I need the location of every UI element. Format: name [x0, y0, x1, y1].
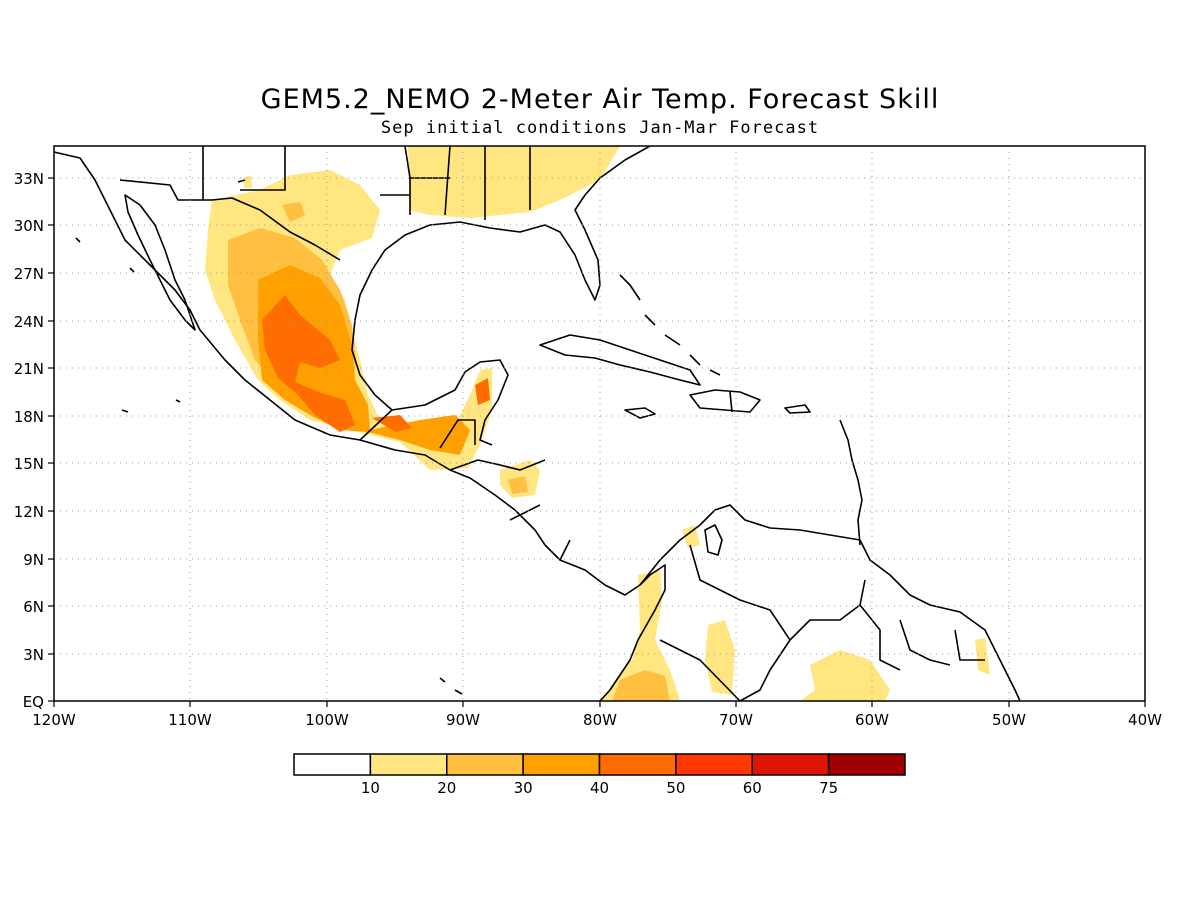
colorbar-label: 50 — [666, 779, 685, 797]
y-tick-label: EQ — [23, 693, 44, 711]
colorbar: 10 20 30 40 50 60 75 — [293, 753, 906, 797]
colorbar-label: 10 — [361, 779, 380, 797]
y-tick-label: 27N — [14, 265, 44, 283]
colorbar-swatch — [446, 753, 524, 776]
x-tick-label: 60W — [855, 711, 889, 729]
y-tick-label: 15N — [14, 455, 44, 473]
x-tick-label: 50W — [992, 711, 1026, 729]
colorbar-swatch — [369, 753, 448, 776]
colorbar-swatch — [751, 753, 830, 776]
colorbar-swatch — [827, 753, 906, 776]
colorbar-label: 40 — [590, 779, 609, 797]
colorbar-swatch — [598, 753, 677, 776]
colorbar-label: 75 — [819, 779, 838, 797]
x-tick-label: 70W — [719, 711, 753, 729]
map-subtitle: Sep initial conditions Jan-Mar Forecast — [380, 118, 820, 138]
y-tick-label: 30N — [14, 217, 44, 235]
colorbar-label: 30 — [514, 779, 533, 797]
x-tick-label: 80W — [583, 711, 617, 729]
map-title: GEM5.2_NEMO 2-Meter Air Temp. Forecast S… — [260, 84, 940, 115]
colorbar-swatch — [522, 753, 601, 776]
y-tick-label: 18N — [14, 408, 44, 426]
x-tick-label: 110W — [168, 711, 212, 729]
coastlines — [54, 146, 1021, 701]
x-tick-label: 90W — [446, 711, 480, 729]
colorbar-swatch — [293, 753, 372, 776]
y-tick-label: 21N — [14, 360, 44, 378]
y-tick-label: 9N — [23, 551, 44, 569]
tick-marks — [48, 177, 1146, 707]
x-tick-label: 100W — [305, 711, 349, 729]
y-tick-label: 6N — [23, 598, 44, 616]
skill-shading — [205, 146, 990, 701]
colorbar-label: 20 — [437, 779, 456, 797]
y-tick-label: 12N — [14, 503, 44, 521]
colorbar-swatch — [675, 753, 753, 776]
y-tick-label: 24N — [14, 313, 44, 331]
x-tick-label: 120W — [32, 711, 76, 729]
colorbar-label: 60 — [743, 779, 762, 797]
gridlines — [54, 146, 1145, 701]
y-tick-label: 33N — [14, 170, 44, 188]
x-tick-label: 40W — [1128, 711, 1162, 729]
y-tick-label: 3N — [23, 646, 44, 664]
